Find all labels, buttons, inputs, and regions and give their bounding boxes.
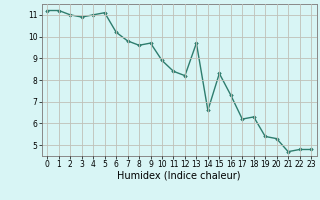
X-axis label: Humidex (Indice chaleur): Humidex (Indice chaleur) bbox=[117, 171, 241, 181]
